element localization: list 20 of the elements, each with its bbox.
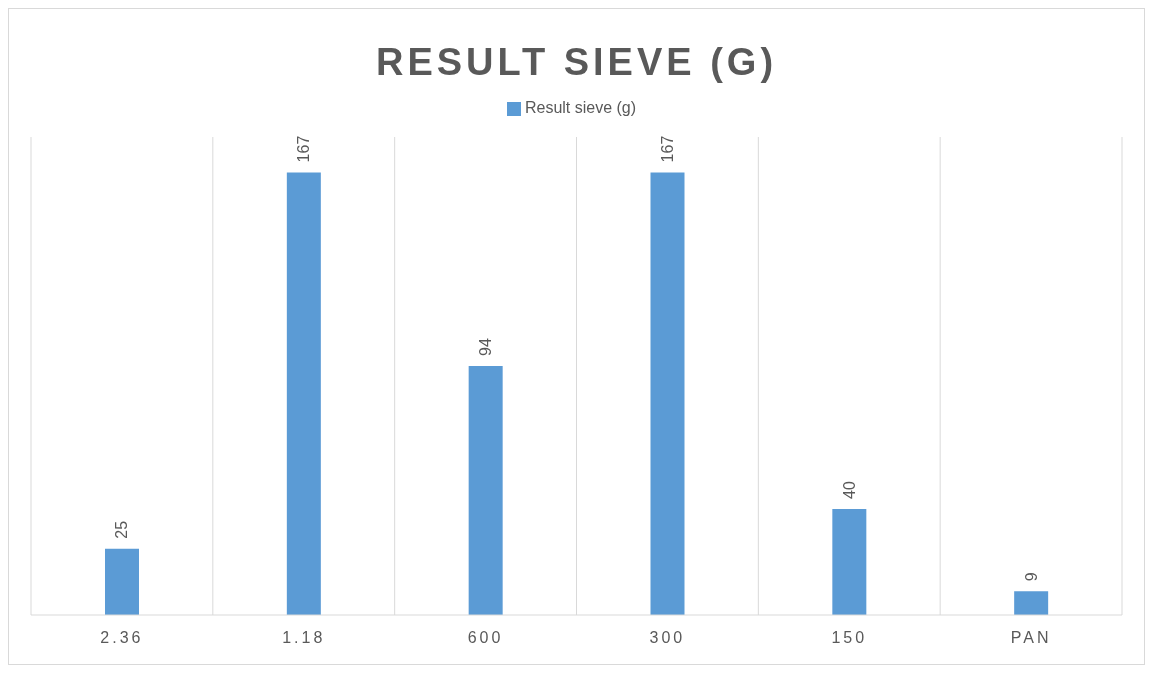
bar [286,172,321,615]
x-tick-label: PAN [1010,629,1052,646]
x-tick-label: 2.36 [100,629,144,646]
bar [1014,591,1049,615]
data-label: 9 [1022,572,1040,582]
data-label: 167 [295,135,313,163]
legend-label: Result sieve (g) [524,99,637,116]
x-tick-label: 150 [831,629,868,646]
data-label: 40 [840,481,858,499]
x-tick-label: 600 [467,629,504,646]
bar [650,172,685,615]
data-label: 94 [477,337,495,356]
data-label: 167 [659,135,676,163]
x-tick-label: 1.18 [282,629,326,646]
data-label: 25 [113,520,131,539]
chart-title: RESULT SIEVE (G) [374,41,779,84]
bar [832,508,867,615]
x-tick-label: 300 [649,629,686,646]
bar [468,365,503,615]
bar [105,548,139,615]
